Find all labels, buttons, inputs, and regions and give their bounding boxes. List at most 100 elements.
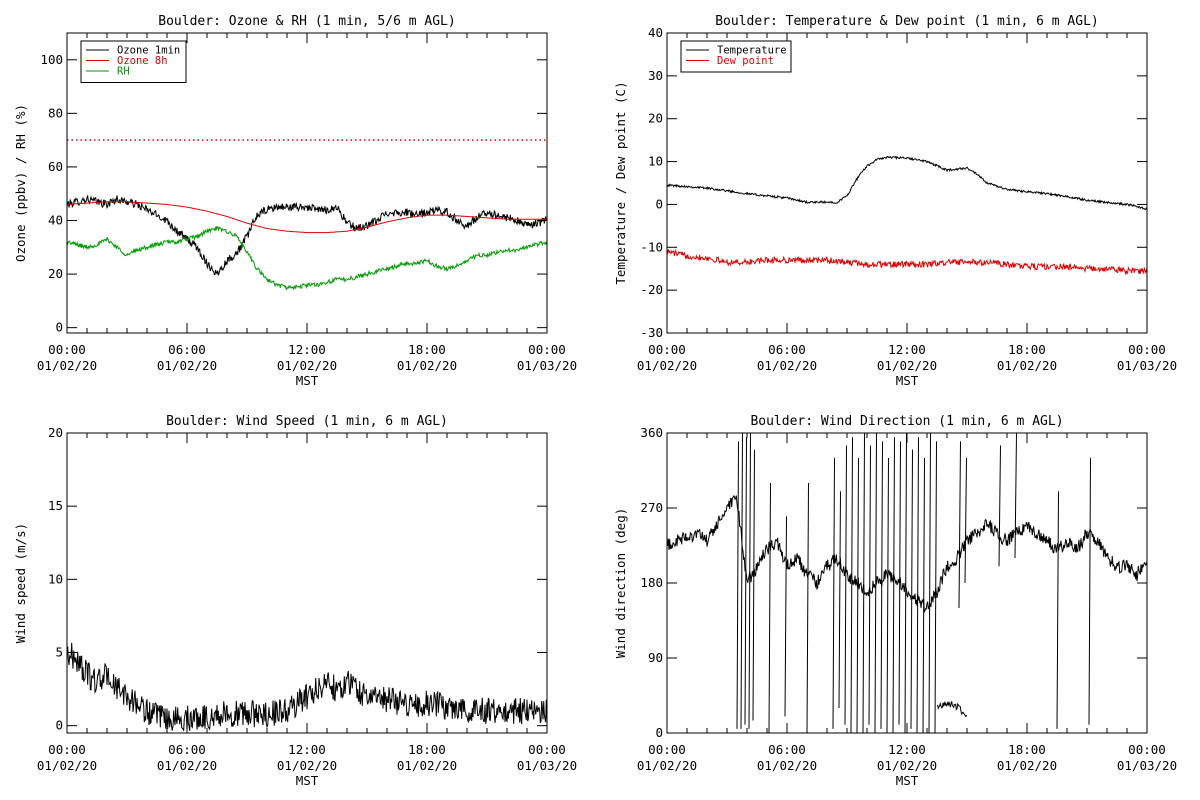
x-tick-time: 00:00 <box>48 342 86 357</box>
x-tick-date: 01/02/20 <box>157 358 217 373</box>
y-tick-label: 5 <box>55 645 63 660</box>
x-tick-time: 12:00 <box>288 742 326 757</box>
x-tick-date: 01/02/20 <box>877 358 937 373</box>
wind-speed-xlabel: MST <box>296 773 319 788</box>
x-tick-date: 01/02/20 <box>757 758 817 773</box>
legend-box <box>680 40 792 73</box>
y-tick-label: 0 <box>655 725 663 740</box>
wind-speed-y-axis: 0 5 10 15 20 <box>48 425 547 733</box>
x-tick-time: 18:00 <box>1008 342 1046 357</box>
wind-direction-series-line-0 <box>667 495 1147 614</box>
x-tick-date: 01/02/20 <box>277 358 337 373</box>
wind-direction-plot-frame <box>666 432 1148 734</box>
direction-spike <box>850 437 853 733</box>
x-tick-date: 01/03/20 <box>1117 358 1177 373</box>
ozone-rh-title: Boulder: Ozone & RH (1 min, 5/6 m AGL) <box>158 14 455 29</box>
ozone-rh-ylabel: Ozone (ppbv) / RH (%) <box>13 104 28 262</box>
y-tick-label: 180 <box>640 575 663 590</box>
y-tick-label: 10 <box>648 154 663 169</box>
y-tick-label: 60 <box>48 159 63 174</box>
wind-speed-panel: Boulder: Wind Speed (1 min, 6 m AGL) Wind… <box>13 414 577 788</box>
direction-spike <box>806 482 809 733</box>
direction-spike <box>744 437 747 725</box>
wind-direction-spikes <box>736 433 1091 733</box>
direction-spike <box>862 433 865 733</box>
y-tick-label: 100 <box>40 52 63 67</box>
x-tick-date: 01/02/20 <box>397 358 457 373</box>
direction-spike <box>880 441 883 729</box>
wind-direction-xlabel: MST <box>896 773 919 788</box>
x-tick-time: 12:00 <box>288 342 326 357</box>
direction-spike <box>1088 457 1091 725</box>
temperature-dewpoint-panel: Boulder: Temperature & Dew point (1 min,… <box>613 14 1177 388</box>
y-tick-label: 40 <box>48 213 63 228</box>
x-tick-time: 00:00 <box>1128 742 1166 757</box>
ozone-rh-xlabel: MST <box>296 373 319 388</box>
direction-spike <box>748 433 751 729</box>
direction-spike <box>934 441 937 733</box>
x-tick-date: 01/02/20 <box>637 358 697 373</box>
y-tick-label: 0 <box>55 320 63 335</box>
direction-spike <box>958 441 961 609</box>
y-tick-label: 30 <box>648 68 663 83</box>
wind-direction-ylabel: Wind direction (deg) <box>613 508 628 659</box>
legend-box <box>80 40 187 83</box>
temperature-dewpoint-title: Boulder: Temperature & Dew point (1 min,… <box>715 14 1099 29</box>
direction-spike <box>856 457 859 733</box>
wind-direction-x-axis: 00:0001/02/2006:0001/02/2012:0001/02/201… <box>637 433 1177 773</box>
direction-spike <box>886 457 889 733</box>
x-tick-time: 00:00 <box>1128 342 1166 357</box>
direction-spike <box>998 445 1001 567</box>
direction-spike <box>784 516 787 717</box>
temperature-dewpoint-xlabel: MST <box>896 373 919 388</box>
y-tick-label: 90 <box>648 650 663 665</box>
ozone-rh-plot-frame <box>66 32 548 334</box>
x-tick-date: 01/02/20 <box>37 758 97 773</box>
x-tick-time: 06:00 <box>768 342 806 357</box>
x-tick-date: 01/02/20 <box>37 358 97 373</box>
x-tick-date: 01/02/20 <box>997 358 1057 373</box>
y-tick-label: 20 <box>648 111 663 126</box>
direction-spike <box>740 433 743 729</box>
x-tick-date: 01/02/20 <box>637 758 697 773</box>
direction-spike <box>838 491 841 709</box>
wind-speed-title: Boulder: Wind Speed (1 min, 6 m AGL) <box>166 414 448 429</box>
x-tick-time: 18:00 <box>408 342 446 357</box>
direction-spike <box>874 433 877 733</box>
x-tick-time: 06:00 <box>768 742 806 757</box>
y-tick-label: 360 <box>640 425 663 440</box>
temperature-dewpoint-series-temperature <box>667 155 1147 211</box>
x-tick-date: 01/02/20 <box>997 758 1057 773</box>
direction-spike <box>892 437 895 733</box>
x-tick-date: 01/03/20 <box>517 758 577 773</box>
legend-label: Dew point <box>717 55 774 67</box>
y-tick-label: 15 <box>48 498 63 513</box>
direction-spike <box>736 441 739 729</box>
direction-spike <box>844 445 847 725</box>
direction-spike <box>868 445 871 725</box>
direction-spike <box>916 437 919 733</box>
direction-spike <box>904 433 907 733</box>
wind-speed-ylabel: Wind speed (m/s) <box>13 523 28 643</box>
direction-spike <box>910 449 913 729</box>
temperature-dewpoint-plot-frame <box>666 32 1148 334</box>
x-tick-time: 06:00 <box>168 342 206 357</box>
y-tick-label: -10 <box>640 239 663 254</box>
y-tick-label: 0 <box>655 196 663 211</box>
y-tick-label: -30 <box>640 325 663 340</box>
ozone-rh-series-rh <box>67 225 547 291</box>
y-tick-label: 80 <box>48 105 63 120</box>
x-tick-date: 01/03/20 <box>1117 758 1177 773</box>
direction-spike <box>922 457 925 733</box>
y-tick-label: 20 <box>48 266 63 281</box>
y-tick-label: 20 <box>48 425 63 440</box>
temperature-dewpoint-ylabel: Temperature / Dew point (C) <box>613 81 628 284</box>
x-tick-date: 01/02/20 <box>397 758 457 773</box>
temperature-dewpoint-series-dew-point <box>667 249 1147 276</box>
x-tick-time: 00:00 <box>648 742 686 757</box>
x-tick-date: 01/02/20 <box>877 758 937 773</box>
direction-spike <box>1014 433 1017 559</box>
